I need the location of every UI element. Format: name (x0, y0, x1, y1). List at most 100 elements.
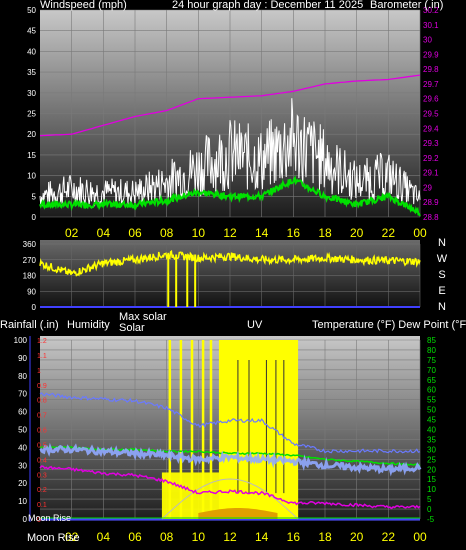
x-tick-label: 14 (255, 530, 269, 544)
barometer-tick-label: 29.5 (423, 110, 439, 119)
direction-spikes (167, 254, 197, 307)
rain-tick-label: 0.3 (37, 472, 47, 479)
barometer-tick-label: 30 (423, 36, 432, 45)
barometer-line (39, 74, 421, 137)
wind-tick-label: 35 (27, 68, 36, 77)
wind-label: Windspeed (mph) (40, 0, 127, 11)
wind-tick-label: 50 (27, 6, 36, 15)
barometer-tick-label: 29.4 (423, 124, 439, 133)
humidity-label: Humidity (67, 319, 110, 331)
wind-tick-label: 0 (32, 213, 37, 222)
barometer-axis-right: 28.8 28.9 29 29.1 29.2 29.3 29.4 29.5 29.6 29.7 29… (423, 6, 439, 222)
wind-grid (40, 9, 421, 218)
rain-tick-label: 0.9 (37, 383, 47, 390)
wind-tick-label: 10 (27, 172, 36, 181)
humidity-tick-label: 100 (14, 336, 28, 345)
x-tick-label: 10 (192, 226, 206, 240)
temperature-tick-label: 15 (427, 475, 436, 484)
max-solar-label: Max solar (119, 311, 167, 323)
barometer-label: Barometer (.in) (370, 0, 443, 11)
combo-x-ticks: 02 04 06 08 10 12 14 16 18 20 22 00 (65, 530, 427, 544)
barometer-tick-label: 29.1 (423, 169, 439, 178)
x-tick-label: 18 (318, 226, 332, 240)
x-tick-label: 22 (382, 226, 396, 240)
direction-tick-label: 180 (23, 272, 37, 281)
x-tick-label: 16 (287, 226, 301, 240)
wind-average-line (39, 175, 421, 217)
compass-label: N (438, 301, 446, 313)
rain-tick-label: 0.1 (37, 502, 47, 509)
humidity-tick-label: 30 (18, 461, 27, 470)
barometer-tick-label: 28.8 (423, 213, 439, 222)
temperature-tick-label: 25 (427, 455, 436, 464)
humidity-line (39, 392, 421, 454)
rain-tick-label: 0.8 (37, 398, 47, 405)
x-tick-label: 00 (413, 530, 427, 544)
wind-tick-label: 25 (27, 110, 36, 119)
humidity-tick-label: 40 (18, 443, 27, 452)
temperature-tick-label: 80 (427, 346, 436, 355)
temperature-tick-label: 65 (427, 376, 436, 385)
rain-tick-label: 1.2 (37, 338, 47, 345)
barometer-tick-label: 29 (423, 183, 432, 192)
direction-tick-label: 0 (32, 303, 37, 312)
x-tick-label: 06 (128, 226, 142, 240)
humidity-tick-label: 90 (18, 354, 27, 363)
rain-axis: 0 0.1 0.2 0.3 0.4 0.5 0.6 0.7 0.8 0.9 1 1.1 1.2 (37, 338, 47, 524)
compass-label: S (438, 269, 445, 281)
x-tick-label: 04 (97, 530, 111, 544)
uv-area (198, 508, 278, 519)
temperature-tick-label: 5 (427, 495, 432, 504)
humidity-tick-label: 0 (23, 515, 28, 524)
temperature-line (39, 442, 422, 477)
x-tick-label: 20 (350, 530, 364, 544)
solar-spikes (168, 340, 299, 519)
x-tick-label: 22 (382, 530, 396, 544)
max-solar-curve (161, 478, 299, 520)
temperature-tick-label: 70 (427, 366, 436, 375)
rain-tick-label: 0.2 (37, 487, 47, 494)
barometer-tick-label: 28.9 (423, 198, 439, 207)
compass-label: N (438, 237, 446, 249)
x-tick-label: 12 (223, 226, 237, 240)
wind-tick-label: 30 (27, 89, 36, 98)
x-tick-label: 02 (65, 530, 79, 544)
humidity-tick-label: 70 (18, 390, 27, 399)
x-tick-label: 10 (192, 530, 206, 544)
humidity-tick-label: 20 (18, 479, 27, 488)
direction-grid (40, 243, 421, 308)
rain-tick-label: 0.5 (37, 442, 47, 449)
wind-tick-label: 40 (27, 47, 36, 56)
rainfall-label: Rainfall (.in) (0, 319, 59, 331)
uv-label: UV (247, 319, 263, 331)
rain-tick-label: 0 (37, 517, 41, 524)
x-tick-label: 16 (287, 530, 301, 544)
direction-tick-label: 270 (23, 256, 37, 265)
humidity-tick-label: 10 (18, 497, 27, 506)
barometer-tick-label: 29.2 (423, 154, 439, 163)
x-tick-label: 18 (318, 530, 332, 544)
temperature-tick-label: 45 (427, 416, 436, 425)
temperature-tick-label: 40 (427, 426, 436, 435)
x-tick-label: 06 (128, 530, 142, 544)
temperature-tick-label: 50 (427, 406, 436, 415)
barometer-tick-label: 29.3 (423, 139, 439, 148)
chart-title: 24 hour graph day : December 11 2025 (172, 0, 363, 11)
moon-set-label: Moon Rise (28, 513, 71, 523)
wind-x-ticks: 02 04 06 08 10 12 14 16 18 20 22 00 (65, 226, 427, 240)
rain-tick-label: 0.4 (37, 457, 47, 464)
temperature-tick-label: 0 (427, 505, 432, 514)
compass-label: E (438, 285, 445, 297)
x-tick-label: 08 (160, 530, 174, 544)
rain-tick-label: 0.6 (37, 428, 47, 435)
temperature-tick-label: 55 (427, 396, 436, 405)
wind-tick-label: 45 (27, 27, 36, 36)
temperature-tick-label: 75 (427, 356, 436, 365)
moon-rise-label: Moon Rise (27, 532, 80, 544)
rain-tick-label: 1 (37, 368, 41, 375)
barometer-tick-label: 29.6 (423, 95, 439, 104)
humidity-tick-label: 50 (18, 426, 27, 435)
